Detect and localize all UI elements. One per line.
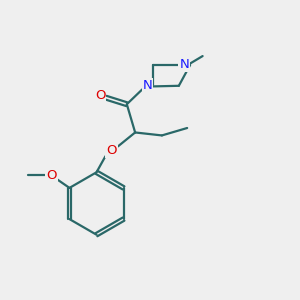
Text: N: N [143, 79, 152, 92]
Text: N: N [179, 58, 189, 71]
Text: O: O [46, 169, 57, 182]
Text: O: O [106, 144, 117, 158]
Text: O: O [95, 89, 105, 102]
